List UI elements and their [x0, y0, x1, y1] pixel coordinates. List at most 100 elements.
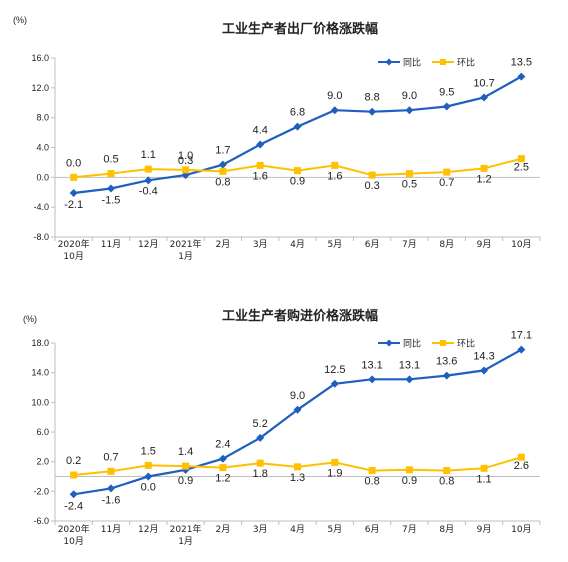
x-tick-label-line: 10月 — [511, 524, 531, 535]
y-tick-label: -4.0 — [33, 202, 49, 212]
mom-data-label: 1.2 — [476, 173, 491, 185]
mom-data-label: 1.8 — [253, 468, 268, 480]
chart-title: 工业生产者出厂价格涨跌幅 — [222, 21, 378, 37]
yoy-data-label: 0.0 — [141, 482, 156, 494]
mom-data-label: 0.9 — [402, 475, 417, 487]
x-tick-label-line: 2020年 — [58, 238, 90, 250]
mom-marker — [107, 170, 115, 178]
x-tick-label: 2020年 10月 — [58, 523, 90, 547]
y-tick-label: 14.0 — [31, 368, 49, 378]
mom-marker — [517, 453, 525, 461]
yoy-marker — [330, 379, 339, 388]
yoy-data-label: 5.2 — [253, 418, 268, 430]
x-tick-label: 9月 — [477, 239, 492, 250]
y-tick-label: 12.0 — [31, 83, 49, 93]
yoy-marker — [368, 107, 377, 116]
legend-marker — [385, 58, 393, 66]
mom-data-label: 1.3 — [290, 472, 305, 484]
x-tick-label: 7月 — [402, 524, 417, 535]
x-tick-label-line: 9月 — [477, 524, 492, 535]
yoy-data-label: 9.0 — [402, 90, 417, 102]
y-tick-label: 2.0 — [36, 457, 49, 467]
yoy-data-label: 13.6 — [436, 356, 457, 368]
mom-marker — [144, 461, 152, 469]
x-tick-label-line: 2021年 — [170, 523, 202, 535]
legend-marker — [385, 339, 393, 347]
mom-data-label: 1.6 — [327, 170, 342, 182]
x-tick-label: 12月 — [138, 239, 158, 250]
yoy-data-label: 13.1 — [361, 359, 382, 371]
y-tick-label: 8.0 — [36, 113, 49, 123]
mom-marker — [182, 462, 190, 470]
x-tick-label-line: 9月 — [477, 239, 492, 250]
mom-marker — [443, 168, 451, 176]
yoy-data-label: 6.8 — [290, 107, 305, 119]
yoy-data-label: 8.8 — [364, 92, 379, 104]
x-tick-label-line: 6月 — [365, 524, 380, 535]
x-tick-label: 5月 — [327, 524, 342, 535]
x-tick-label: 7月 — [402, 239, 417, 250]
x-tick-label: 2021年 1月 — [170, 523, 202, 547]
x-tick-label: 11月 — [101, 239, 121, 250]
yoy-marker — [368, 375, 377, 384]
legend: 同比 环比 — [378, 338, 475, 350]
x-tick-label-line: 2月 — [216, 239, 231, 250]
legend: 同比 环比 — [378, 57, 475, 69]
yoy-marker — [517, 345, 526, 354]
y-tick-label: -2.0 — [33, 486, 49, 496]
mom-data-label: 0.7 — [439, 177, 454, 189]
x-tick-label: 3月 — [253, 239, 268, 250]
yoy-data-label: 0.9 — [178, 475, 193, 487]
x-tick-label-line: 2020年 — [58, 523, 90, 535]
yoy-data-label: 14.3 — [473, 350, 494, 362]
yoy-marker — [405, 106, 414, 115]
legend-label: 环比 — [457, 338, 475, 350]
x-tick-label-line: 7月 — [402, 524, 417, 535]
mom-data-label: 1.5 — [141, 445, 156, 457]
legend-label: 同比 — [403, 338, 421, 350]
mom-data-label: 1.9 — [327, 467, 342, 479]
x-tick-label: 4月 — [290, 239, 305, 250]
mom-data-label: 0.5 — [402, 179, 417, 191]
mom-marker — [405, 170, 413, 178]
chart-title: 工业生产者购进价格涨跌幅 — [222, 308, 378, 324]
x-tick-label-line: 2月 — [216, 524, 231, 535]
mom-data-label: 0.2 — [66, 455, 81, 467]
yoy-marker — [293, 122, 302, 131]
x-tick-label-line: 6月 — [365, 239, 380, 250]
yoy-data-label: 13.1 — [399, 359, 420, 371]
x-tick-label-line: 4月 — [290, 239, 305, 250]
yoy-data-label: -0.4 — [139, 185, 158, 197]
yoy-marker — [480, 93, 489, 102]
yoy-marker — [480, 366, 489, 375]
mom-data-label: 0.8 — [364, 476, 379, 488]
mom-data-label: 2.5 — [514, 162, 529, 174]
y-tick-label: -8.0 — [33, 232, 49, 242]
yoy-marker — [218, 160, 227, 169]
mom-data-label: 1.1 — [476, 473, 491, 485]
mom-data-label: 0.5 — [103, 154, 118, 166]
legend-marker — [440, 340, 446, 346]
mom-marker — [182, 166, 190, 174]
yoy-marker — [330, 106, 339, 115]
mom-marker — [107, 467, 115, 475]
mom-marker — [294, 463, 301, 471]
legend-marker — [440, 59, 446, 65]
x-tick-label: 8月 — [439, 524, 454, 535]
x-tick-label-line: 10月 — [511, 239, 531, 250]
yoy-data-label: 9.0 — [290, 390, 305, 402]
x-tick-label-line: 3月 — [253, 239, 268, 250]
yoy-data-label: -1.5 — [101, 195, 120, 207]
x-tick-label: 2020年 10月 — [58, 238, 90, 262]
mom-marker — [219, 464, 227, 472]
x-tick-label-line: 3月 — [253, 524, 268, 535]
mom-marker — [480, 164, 488, 172]
y-tick-label: 18.0 — [31, 338, 49, 348]
mom-marker — [70, 471, 78, 479]
y-tick-label: 6.0 — [36, 427, 49, 437]
yoy-data-label: 13.5 — [511, 57, 532, 69]
yoy-data-label: 1.7 — [215, 145, 230, 157]
mom-data-label: 1.4 — [178, 446, 193, 458]
x-tick-label: 4月 — [290, 524, 305, 535]
yoy-marker — [256, 433, 265, 442]
